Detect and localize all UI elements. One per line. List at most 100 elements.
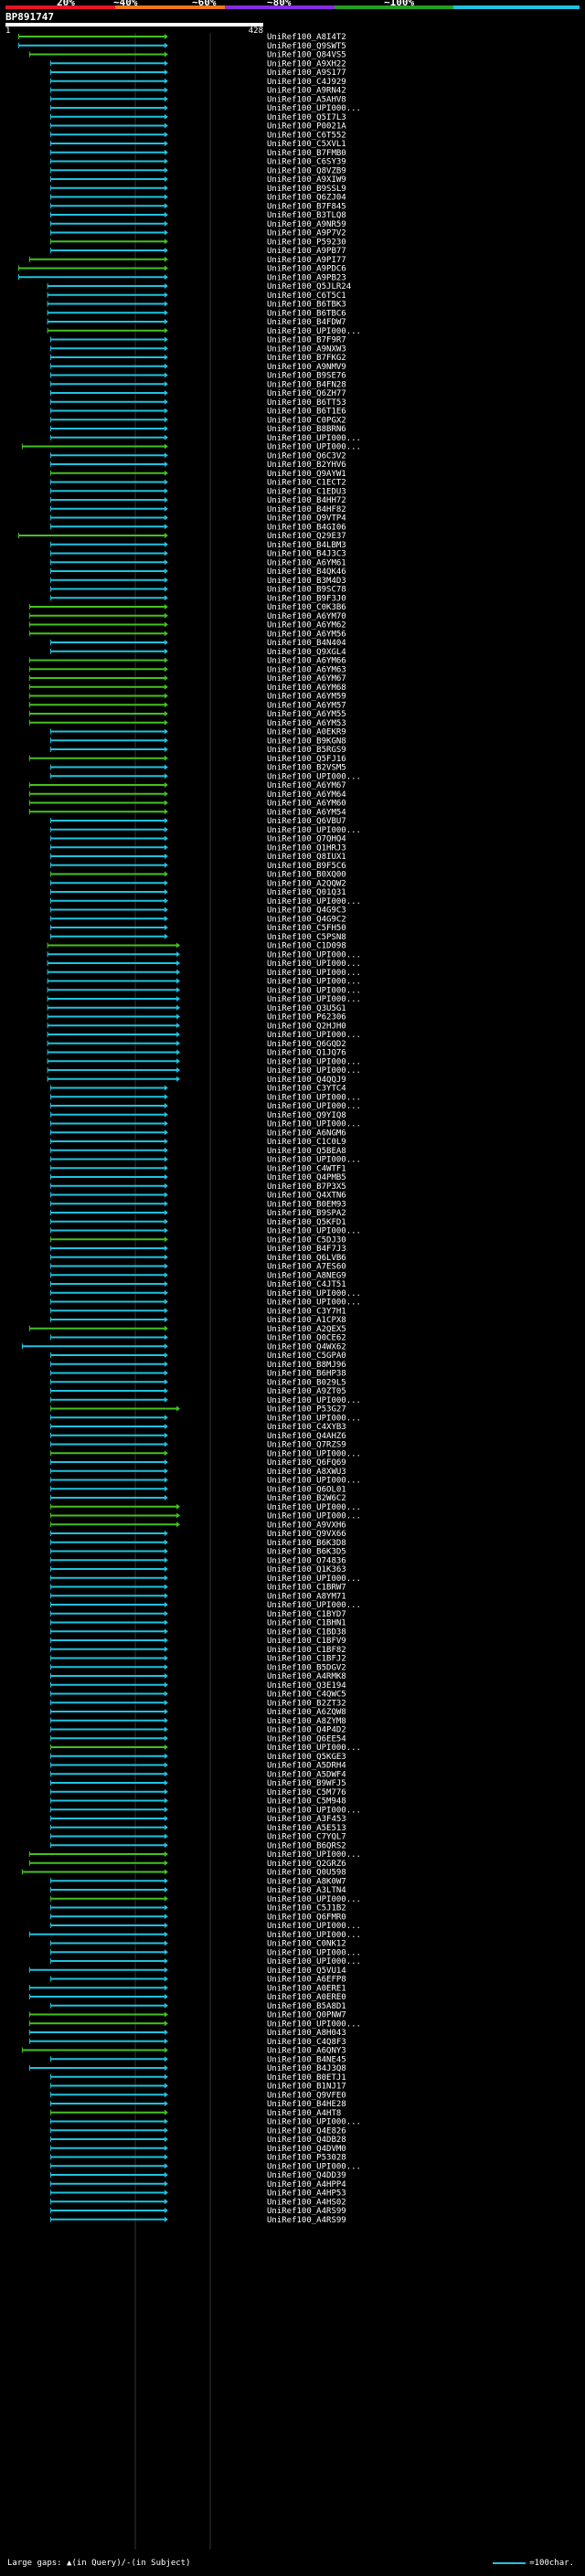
hit-label[interactable]: UniRef100_Q6VBU7 xyxy=(267,817,346,826)
hit-label[interactable]: UniRef100_A6YM67 xyxy=(267,674,346,684)
hit-label[interactable]: UniRef100_UPI000... xyxy=(267,2162,361,2171)
hit-row[interactable]: UniRef100_B4LBM3 xyxy=(49,541,346,550)
hit-row[interactable]: UniRef100_Q5I7L3 xyxy=(49,113,346,122)
hit-label[interactable]: UniRef100_UPI000... xyxy=(267,1031,361,1040)
hit-label[interactable]: UniRef100_B6QRS2 xyxy=(267,1841,346,1850)
hit-label[interactable]: UniRef100_UPI000... xyxy=(267,978,361,987)
hit-label[interactable]: UniRef100_UPI000... xyxy=(267,1156,361,1165)
hit-label[interactable]: UniRef100_C7YQL7 xyxy=(267,1833,346,1842)
hit-row[interactable]: UniRef100_Q5FJ16 xyxy=(28,755,346,764)
hit-row[interactable]: UniRef100_A6QNY3 xyxy=(21,2047,346,2056)
hit-row[interactable]: UniRef100_B4F7J3 xyxy=(49,1245,346,1254)
hit-row[interactable]: UniRef100_P59230 xyxy=(49,238,346,247)
hit-row[interactable]: UniRef100_A6YM55 xyxy=(28,710,346,719)
hit-label[interactable]: UniRef100_A9ZT05 xyxy=(267,1387,346,1396)
hit-row[interactable]: UniRef100_B2ZT32 xyxy=(49,1699,346,1708)
hit-row[interactable]: UniRef100_B5RGS9 xyxy=(49,746,346,755)
hit-label[interactable]: UniRef100_Q6GQD2 xyxy=(267,1040,346,1049)
hit-label[interactable]: UniRef100_B9F3J0 xyxy=(267,594,346,603)
hit-row[interactable]: UniRef100_UPI000... xyxy=(49,2118,361,2127)
hit-row[interactable]: UniRef100_Q84VS5 xyxy=(28,51,346,60)
hit-label[interactable]: UniRef100_Q4E826 xyxy=(267,2126,346,2136)
hit-row[interactable]: UniRef100_A2QEX5 xyxy=(28,1325,346,1334)
hit-row[interactable]: UniRef100_A9PDC6 xyxy=(17,265,346,274)
hit-label[interactable]: UniRef100_B0EM93 xyxy=(267,1200,346,1209)
hit-label[interactable]: UniRef100_UPI000... xyxy=(267,1850,361,1860)
hit-row[interactable]: UniRef100_Q29E37 xyxy=(17,532,346,541)
hit-row[interactable]: UniRef100_B8BRN6 xyxy=(49,425,346,434)
hit-label[interactable]: UniRef100_Q5JLR24 xyxy=(267,282,351,292)
hit-label[interactable]: UniRef100_A6QNY3 xyxy=(267,2047,346,2056)
hit-label[interactable]: UniRef100_B4QK46 xyxy=(267,567,346,577)
hit-row[interactable]: UniRef100_UPI000... xyxy=(49,1396,361,1405)
hit-label[interactable]: UniRef100_C1EDU3 xyxy=(267,487,346,496)
hit-label[interactable]: UniRef100_UPI000... xyxy=(267,772,361,781)
hit-row[interactable]: UniRef100_C0NK12 xyxy=(49,1940,346,1949)
hit-label[interactable]: UniRef100_UPI000... xyxy=(267,995,361,1004)
hit-row[interactable]: UniRef100_Q1JQ76 xyxy=(47,1049,346,1058)
hit-row[interactable]: UniRef100_B9WFJ5 xyxy=(49,1779,346,1788)
hit-label[interactable]: UniRef100_B7FMB0 xyxy=(267,149,346,158)
hit-label[interactable]: UniRef100_C5DJ30 xyxy=(267,1235,346,1245)
hit-label[interactable]: UniRef100_UPI000... xyxy=(267,1948,361,1957)
hit-row[interactable]: UniRef100_UPI000... xyxy=(49,1574,361,1584)
hit-label[interactable]: UniRef100_P0021A xyxy=(267,122,346,132)
hit-row[interactable]: UniRef100_C4J929 xyxy=(49,78,346,87)
hit-label[interactable]: UniRef100_C5M776 xyxy=(267,1788,346,1797)
hit-label[interactable]: UniRef100_UPI000... xyxy=(267,1120,361,1129)
hit-label[interactable]: UniRef100_A6ZQW8 xyxy=(267,1708,346,1717)
hit-label[interactable]: UniRef100_UPI000... xyxy=(267,1922,361,1931)
hit-label[interactable]: UniRef100_C1BRW7 xyxy=(267,1584,346,1593)
hit-label[interactable]: UniRef100_A6YM62 xyxy=(267,621,346,631)
hit-label[interactable]: UniRef100_A6YM67 xyxy=(267,781,346,790)
hit-label[interactable]: UniRef100_Q4G9C2 xyxy=(267,915,346,924)
hit-row[interactable]: UniRef100_A6YM67 xyxy=(28,674,346,684)
hit-label[interactable]: UniRef100_Q5VU14 xyxy=(267,1966,346,1976)
hit-label[interactable]: UniRef100_C4XYB3 xyxy=(267,1423,346,1432)
hit-row[interactable]: UniRef100_Q5KFD1 xyxy=(49,1218,346,1227)
hit-label[interactable]: UniRef100_UPI000... xyxy=(267,1414,361,1423)
hit-label[interactable]: UniRef100_C0K3B6 xyxy=(267,603,346,612)
hit-label[interactable]: UniRef100_B4HH72 xyxy=(267,496,346,505)
hit-row[interactable]: UniRef100_B9F5C6 xyxy=(49,862,346,871)
hit-label[interactable]: UniRef100_C1BD38 xyxy=(267,1627,346,1637)
hit-row[interactable]: UniRef100_UPI000... xyxy=(49,772,361,781)
hit-label[interactable]: UniRef100_UPI000... xyxy=(267,986,361,995)
hit-label[interactable]: UniRef100_A0ERE1 xyxy=(267,1984,346,1993)
hit-row[interactable]: UniRef100_A9NR59 xyxy=(49,220,346,229)
hit-label[interactable]: UniRef100_A8K0W7 xyxy=(267,1877,346,1886)
hit-row[interactable]: UniRef100_Q4DVM0 xyxy=(49,2145,346,2154)
hit-label[interactable]: UniRef100_C1BYD7 xyxy=(267,1610,346,1619)
hit-row[interactable]: UniRef100_C5FH50 xyxy=(49,924,346,933)
hit-label[interactable]: UniRef100_A9XIW9 xyxy=(267,175,346,185)
hit-label[interactable]: UniRef100_UPI000... xyxy=(267,1066,361,1076)
hit-row[interactable]: UniRef100_C3YTC4 xyxy=(49,1085,346,1094)
hit-row[interactable]: UniRef100_A6YM53 xyxy=(28,719,346,728)
hit-row[interactable]: UniRef100_UPI000... xyxy=(49,1227,361,1236)
hit-row[interactable]: UniRef100_UPI000... xyxy=(47,978,361,987)
hit-label[interactable]: UniRef100_B6TT53 xyxy=(267,398,346,408)
hit-row[interactable]: UniRef100_Q2GRZ6 xyxy=(28,1860,346,1869)
hit-row[interactable]: UniRef100_A8I4T2 xyxy=(17,33,346,42)
hit-row[interactable]: UniRef100_A1CPX8 xyxy=(49,1316,346,1325)
hit-row[interactable]: UniRef100_Q0PNW7 xyxy=(28,2011,346,2020)
hit-row[interactable]: UniRef100_UPI000... xyxy=(47,969,361,978)
hit-row[interactable]: UniRef100_B7F9R7 xyxy=(49,336,346,345)
hit-label[interactable]: UniRef100_Q6C3V2 xyxy=(267,451,346,461)
hit-label[interactable]: UniRef100_C5J1B2 xyxy=(267,1904,346,1913)
hit-row[interactable]: UniRef100_B9KGN8 xyxy=(49,737,346,746)
hit-label[interactable]: UniRef100_A9NXW3 xyxy=(267,345,346,354)
hit-label[interactable]: UniRef100_B6TBK3 xyxy=(267,301,346,310)
hit-row[interactable]: UniRef100_Q4G9C2 xyxy=(49,915,346,924)
hit-row[interactable]: UniRef100_B6TBK3 xyxy=(47,301,346,310)
hit-label[interactable]: UniRef100_A4RS99 xyxy=(267,2207,346,2216)
hit-row[interactable]: UniRef100_C5J1B2 xyxy=(49,1904,346,1913)
hit-row[interactable]: UniRef100_C1BYD7 xyxy=(49,1610,346,1619)
hit-row[interactable]: UniRef100_B6K3D8 xyxy=(49,1539,346,1548)
hit-label[interactable]: UniRef100_A6YM56 xyxy=(267,630,346,639)
hit-row[interactable]: UniRef100_Q4DD39 xyxy=(49,2171,346,2180)
hit-row[interactable]: UniRef100_Q9VTP4 xyxy=(49,514,346,524)
hit-label[interactable]: UniRef100_UPI000... xyxy=(267,2118,361,2127)
hit-row[interactable]: UniRef100_Q7RZS9 xyxy=(49,1441,346,1450)
hit-row[interactable]: UniRef100_B0EM93 xyxy=(49,1200,346,1209)
